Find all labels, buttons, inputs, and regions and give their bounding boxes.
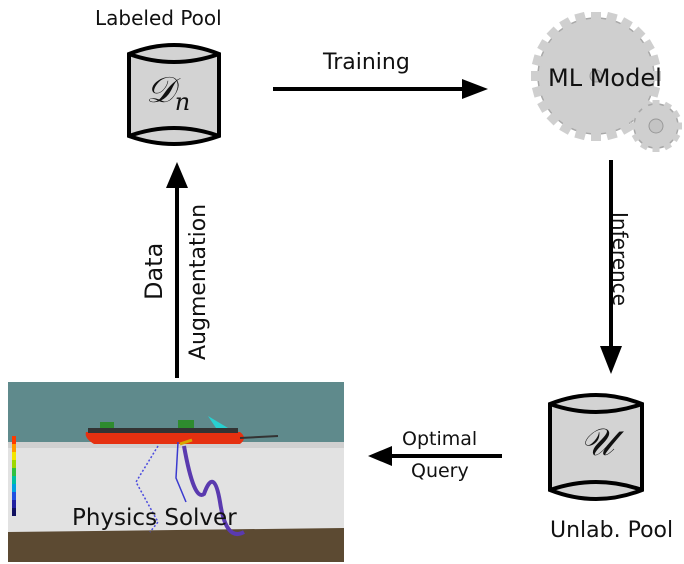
gear-tooth [531,71,542,81]
gear-tooth [574,126,587,141]
optimal-query-line2: Query [411,460,469,482]
training-label: Training [323,50,410,75]
gear-tooth [639,101,651,113]
data-augmentation-line2: Augmentation [186,203,211,360]
physics-solver-label: Physics Solver [72,505,237,531]
labeled-pool-symbol-main: 𝒟 [146,70,175,111]
gear-tooth [630,122,638,130]
data-augmentation-arrow [166,162,188,378]
physics-solver-simulation-image [8,382,344,562]
gear-tooth [646,85,661,98]
inference-label: Inference [608,212,632,306]
gear-tooth [605,12,618,26]
gear-tooth [591,12,601,22]
gear-tooth [646,54,661,67]
labeled-pool-cylinder [127,43,221,146]
gear-tooth [650,71,661,81]
labeled-pool-label: Labeled Pool [95,6,222,30]
optimal-query-line1: Optimal [402,428,478,450]
gear-tooth [639,139,651,151]
gear-icon [531,12,682,152]
unlabeled-pool-label: Unlab. Pool [550,518,674,543]
gear-tooth [537,39,552,54]
unlabeled-pool-cylinder [548,393,644,501]
gear-tooth [661,139,673,151]
gear-tooth [531,54,546,67]
gear-tooth [574,12,587,26]
gear-tooth [661,101,673,113]
gear-tooth [559,17,574,32]
optimal-query-arrow [368,446,502,466]
gear-tooth [669,109,681,121]
unlabeled-pool-symbol: 𝒰 [580,420,615,464]
gear-tooth [531,85,546,98]
gear-tooth [669,131,681,143]
gear-tooth [674,122,682,130]
gear-tooth [591,130,601,141]
gear-tooth [652,144,660,152]
gear-tooth [559,120,574,135]
inference-arrow [600,160,622,374]
gear-tooth [630,26,646,42]
gear-tooth [605,126,618,141]
gear-tooth [640,39,655,54]
labeled-pool-symbol-subscript: n [174,88,191,116]
ml-model-label: ML Model [548,64,662,92]
data-augmentation-line1: Data [140,242,168,300]
gear-tooth [546,26,562,42]
training-arrow [273,79,488,99]
gear-tooth [546,110,562,126]
colorbar-legend [12,436,16,516]
labeled-pool-symbol: 𝒟n [146,70,190,116]
gear-tooth [652,100,660,108]
gear-tooth [631,109,643,121]
gear-tooth [631,131,643,143]
gear-tooth [618,120,633,135]
gear-tooth [618,17,633,32]
gear-tooth [537,98,552,113]
